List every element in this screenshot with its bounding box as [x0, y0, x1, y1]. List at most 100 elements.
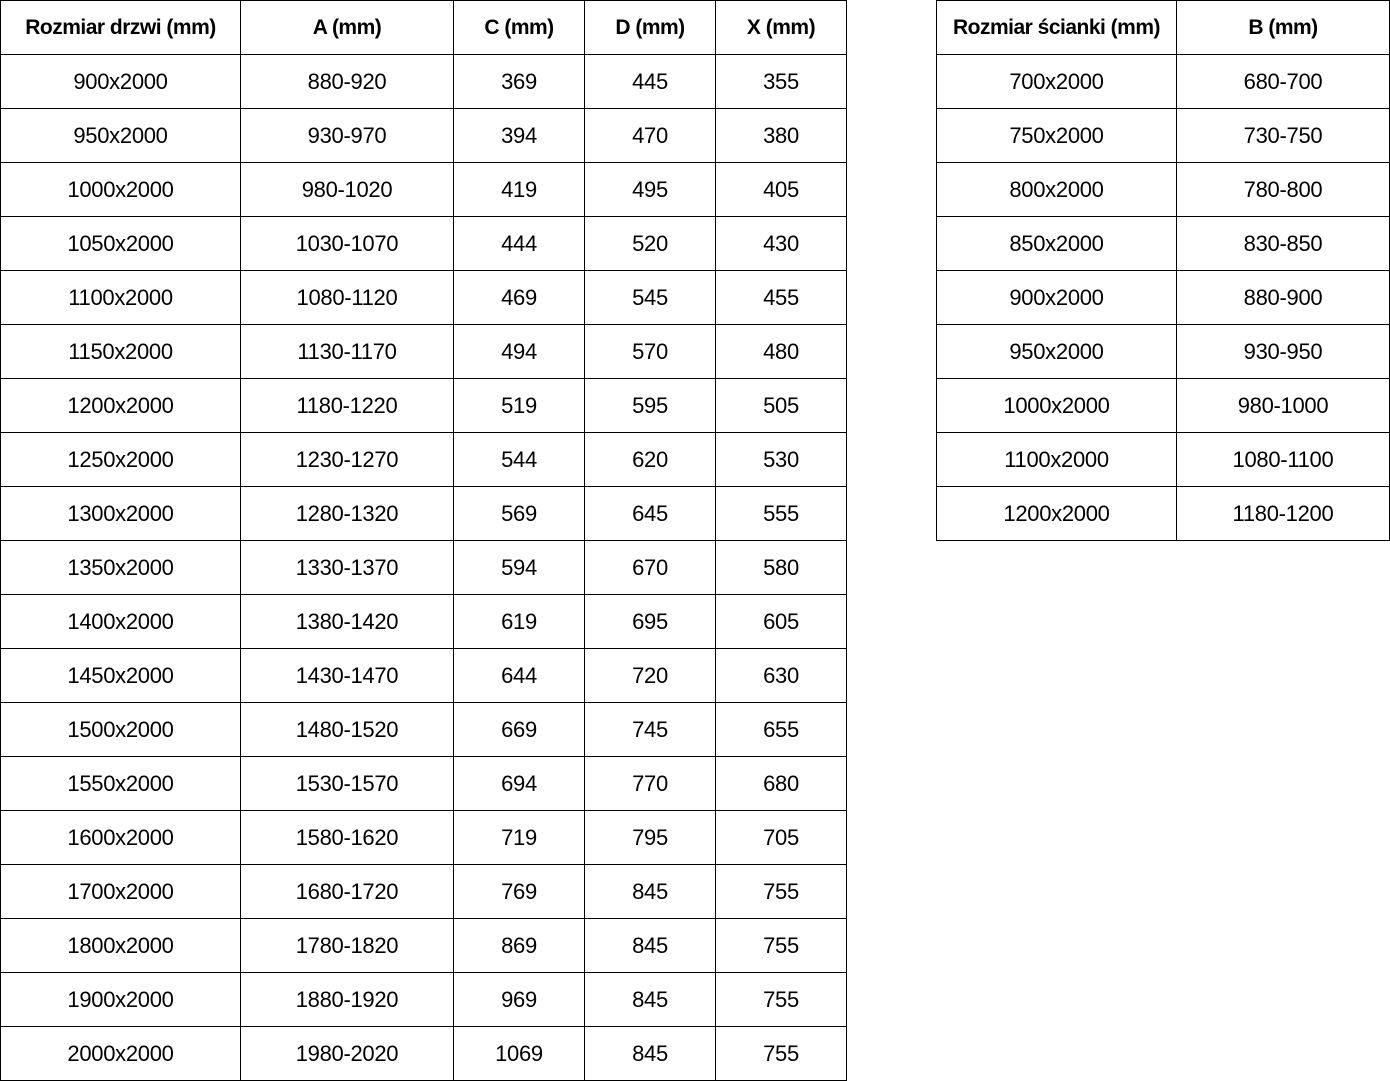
table-cell: 1000x2000	[0, 162, 241, 217]
table-cell: 644	[453, 648, 585, 703]
table-cell: 2000x2000	[0, 1026, 241, 1081]
table-cell: 1500x2000	[0, 702, 241, 757]
table-cell: 1580-1620	[240, 810, 454, 865]
table-row: 1400x2000 1380-1420 619 695 605	[0, 594, 847, 649]
table-cell: 630	[715, 648, 847, 703]
table-cell: 1700x2000	[0, 864, 241, 919]
table-cell: 1250x2000	[0, 432, 241, 487]
table-cell: 430	[715, 216, 847, 271]
table-cell: 655	[715, 702, 847, 757]
table-cell: 694	[453, 756, 585, 811]
table-cell: 419	[453, 162, 585, 217]
table-cell: 394	[453, 108, 585, 163]
table-cell: 369	[453, 54, 585, 109]
table-cell: 1550x2000	[0, 756, 241, 811]
column-header: Rozmiar drzwi (mm)	[0, 0, 241, 55]
table-cell: 1880-1920	[240, 972, 454, 1027]
table-cell: 1300x2000	[0, 486, 241, 541]
header-row: Rozmiar drzwi (mm) A (mm) C (mm) D (mm) X (m…	[0, 0, 847, 55]
table-row: 1000x2000 980-1000	[936, 378, 1390, 433]
table-row: 1100x2000 1080-1100	[936, 432, 1390, 487]
table-row: 1350x2000 1330-1370 594 670 580	[0, 540, 847, 595]
table-cell: 494	[453, 324, 585, 379]
table-row: 1100x2000 1080-1120 469 545 455	[0, 270, 847, 325]
table-cell: 1069	[453, 1026, 585, 1081]
table-row: 900x2000 880-900	[936, 270, 1390, 325]
table-cell: 1900x2000	[0, 972, 241, 1027]
table-cell: 619	[453, 594, 585, 649]
table-cell: 480	[715, 324, 847, 379]
table-cell: 1780-1820	[240, 918, 454, 973]
table-row: 900x2000 880-920 369 445 355	[0, 54, 847, 109]
table-cell: 594	[453, 540, 585, 595]
column-header: A (mm)	[240, 0, 454, 55]
table-cell: 980-1000	[1176, 378, 1390, 433]
table-cell: 1380-1420	[240, 594, 454, 649]
column-header: C (mm)	[453, 0, 585, 55]
wall-size-table: Rozmiar ścianki (mm) B (mm) 700x2000 680-7…	[936, 0, 1390, 541]
table-cell: 1000x2000	[936, 378, 1177, 433]
table-row: 1250x2000 1230-1270 544 620 530	[0, 432, 847, 487]
table-cell: 719	[453, 810, 585, 865]
table-cell: 720	[584, 648, 716, 703]
table-cell: 519	[453, 378, 585, 433]
table-cell: 880-900	[1176, 270, 1390, 325]
table-cell: 1600x2000	[0, 810, 241, 865]
table-row: 1800x2000 1780-1820 869 845 755	[0, 918, 847, 973]
table-cell: 900x2000	[936, 270, 1177, 325]
table-cell: 1800x2000	[0, 918, 241, 973]
table-cell: 1530-1570	[240, 756, 454, 811]
table-cell: 705	[715, 810, 847, 865]
table-row: 1450x2000 1430-1470 644 720 630	[0, 648, 847, 703]
table-row: 950x2000 930-970 394 470 380	[0, 108, 847, 163]
table-cell: 520	[584, 216, 716, 271]
table-cell: 1030-1070	[240, 216, 454, 271]
table-cell: 795	[584, 810, 716, 865]
table-cell: 545	[584, 270, 716, 325]
table-cell: 900x2000	[0, 54, 241, 109]
table-row: 1050x2000 1030-1070 444 520 430	[0, 216, 847, 271]
table-row: 1000x2000 980-1020 419 495 405	[0, 162, 847, 217]
column-header: Rozmiar ścianki (mm)	[936, 0, 1177, 55]
table-cell: 745	[584, 702, 716, 757]
table-cell: 880-920	[240, 54, 454, 109]
table-cell: 1080-1120	[240, 270, 454, 325]
table-cell: 1100x2000	[0, 270, 241, 325]
table-cell: 1150x2000	[0, 324, 241, 379]
table-cell: 1180-1200	[1176, 486, 1390, 541]
table-row: 950x2000 930-950	[936, 324, 1390, 379]
table-cell: 930-970	[240, 108, 454, 163]
table-cell: 750x2000	[936, 108, 1177, 163]
table-cell: 730-750	[1176, 108, 1390, 163]
table-cell: 444	[453, 216, 585, 271]
table-cell: 1200x2000	[0, 378, 241, 433]
column-header: X (mm)	[715, 0, 847, 55]
table-cell: 1480-1520	[240, 702, 454, 757]
table-cell: 1080-1100	[1176, 432, 1390, 487]
table-cell: 1230-1270	[240, 432, 454, 487]
table-row: 1550x2000 1530-1570 694 770 680	[0, 756, 847, 811]
table-row: 750x2000 730-750	[936, 108, 1390, 163]
table-row: 700x2000 680-700	[936, 54, 1390, 109]
table-cell: 770	[584, 756, 716, 811]
table-cell: 505	[715, 378, 847, 433]
table-cell: 670	[584, 540, 716, 595]
table-cell: 780-800	[1176, 162, 1390, 217]
table-cell: 755	[715, 1026, 847, 1081]
table-row: 800x2000 780-800	[936, 162, 1390, 217]
table-cell: 850x2000	[936, 216, 1177, 271]
table-cell: 1450x2000	[0, 648, 241, 703]
table-cell: 1330-1370	[240, 540, 454, 595]
table-cell: 950x2000	[936, 324, 1177, 379]
table-row: 1200x2000 1180-1200	[936, 486, 1390, 541]
table-cell: 969	[453, 972, 585, 1027]
table-cell: 695	[584, 594, 716, 649]
table-cell: 1400x2000	[0, 594, 241, 649]
table-cell: 595	[584, 378, 716, 433]
table-cell: 570	[584, 324, 716, 379]
table-cell: 495	[584, 162, 716, 217]
table-cell: 569	[453, 486, 585, 541]
table-cell: 530	[715, 432, 847, 487]
table-row: 850x2000 830-850	[936, 216, 1390, 271]
table-cell: 755	[715, 918, 847, 973]
